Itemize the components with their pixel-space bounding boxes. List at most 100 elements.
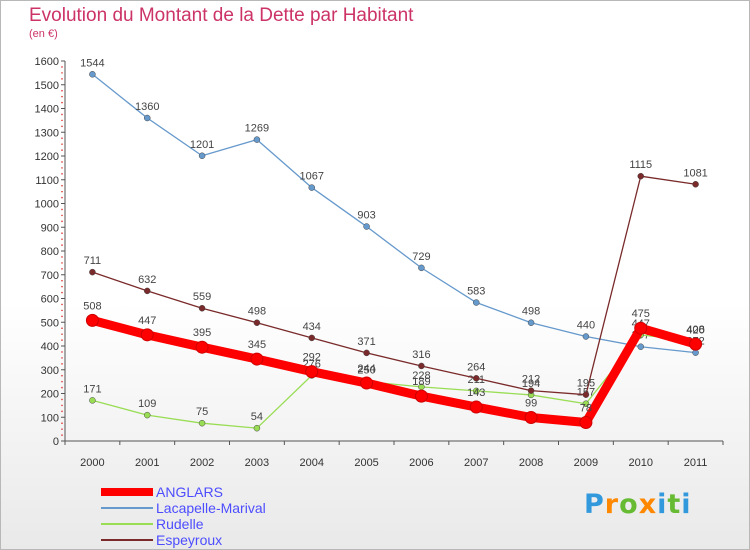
data-label-anglars: 189: [412, 376, 430, 388]
data-label-lacapelle-marival: 1544: [80, 57, 104, 69]
data-label-anglars: 78: [580, 402, 592, 414]
y-tick-label: 1000: [35, 199, 59, 211]
data-label-espeyroux: 711: [84, 255, 102, 267]
data-point-espeyroux: [527, 387, 535, 394]
series-line-anglars: [87, 315, 701, 427]
data-label-espeyroux: 1081: [683, 167, 707, 179]
data-point-lacapelle-marival: [527, 319, 535, 326]
data-point-lacapelle-marival: [89, 71, 96, 78]
x-tick-label: 2011: [684, 457, 708, 469]
data-label-anglars: 345: [248, 339, 266, 351]
data-point-espeyroux: [144, 287, 151, 295]
data-label-espeyroux: 264: [467, 361, 485, 373]
x-tick-label: 2003: [245, 457, 269, 469]
data-point-lacapelle-marival: [253, 136, 261, 143]
x-tick-label: 2000: [80, 457, 104, 469]
y-minor-tick: [61, 173, 63, 175]
y-minor-tick: [61, 238, 63, 240]
proxiti-logo: Proxiti: [584, 489, 692, 520]
series-line-lacapelle-marival: [91, 73, 697, 354]
legend-label: Lacapelle-Marival: [156, 500, 266, 516]
data-label-lacapelle-marival: 1269: [245, 123, 269, 135]
data-label-anglars: 99: [525, 397, 537, 409]
y-minor-tick: [61, 232, 63, 234]
data-label-rudelle: 228: [412, 370, 430, 382]
logo-letter: x: [638, 489, 658, 520]
logo-letter: P: [584, 489, 605, 520]
data-label-espeyroux: 559: [193, 291, 211, 303]
y-tick-label: 1400: [35, 104, 59, 116]
data-point-espeyroux: [637, 172, 644, 180]
y-minor-tick: [61, 184, 63, 187]
data-point-rudelle: [582, 400, 590, 407]
data-point-anglars: [469, 400, 483, 414]
y-tick-label: 100: [41, 412, 59, 424]
data-label-espeyroux: 316: [412, 349, 430, 361]
y-minor-tick: [61, 380, 63, 383]
data-label-anglars: 447: [138, 315, 156, 327]
y-minor-tick: [61, 95, 63, 98]
y-minor-tick: [61, 351, 63, 353]
data-point-anglars: [524, 410, 538, 424]
data-label-lacapelle-marival: 1360: [135, 101, 159, 113]
y-minor-tick: [61, 404, 63, 407]
data-point-espeyroux: [418, 362, 425, 370]
data-label-espeyroux: 195: [577, 378, 595, 390]
logo-letter: i: [681, 489, 692, 520]
y-minor-tick: [61, 256, 63, 258]
y-minor-tick: [61, 220, 63, 223]
y-minor-tick: [61, 279, 63, 282]
legend-label: ANGLARS: [156, 484, 223, 500]
data-point-anglars: [689, 337, 703, 351]
y-tick-label: 800: [41, 246, 59, 258]
data-label-espeyroux: 632: [138, 274, 156, 286]
data-label-lacapelle-marival: 498: [522, 306, 540, 318]
data-label-lacapelle-marival: 1067: [300, 171, 324, 183]
legend-label: Espeyroux: [156, 532, 223, 548]
legend-swatch: [101, 507, 153, 509]
x-tick-label: 2009: [574, 457, 598, 469]
data-point-anglars: [360, 376, 374, 390]
y-minor-tick: [61, 434, 63, 436]
data-label-rudelle: 194: [522, 378, 540, 390]
data-label-lacapelle-marival: 440: [577, 320, 595, 332]
y-minor-tick: [61, 303, 63, 306]
legend-label: Rudelle: [156, 516, 204, 532]
y-minor-tick: [61, 262, 63, 264]
data-label-anglars: 508: [83, 300, 101, 312]
y-tick-label: 1100: [35, 175, 59, 187]
x-tick-label: 2007: [464, 457, 488, 469]
data-point-rudelle: [144, 411, 151, 419]
y-minor-tick: [61, 422, 63, 424]
x-tick-label: 2006: [409, 457, 433, 469]
y-minor-tick: [61, 357, 63, 359]
data-label-lacapelle-marival: 583: [467, 286, 485, 298]
y-minor-tick: [61, 196, 63, 199]
data-label-espeyroux: 1115: [629, 159, 652, 171]
y-minor-tick: [61, 386, 63, 389]
data-point-espeyroux: [473, 375, 480, 382]
y-tick-label: 1200: [35, 151, 59, 163]
y-tick-label: 1500: [35, 80, 59, 92]
data-point-lacapelle-marival: [418, 264, 425, 272]
x-tick-label: 2005: [354, 457, 378, 469]
data-point-lacapelle-marival: [582, 333, 590, 340]
data-label-rudelle: 420: [686, 324, 704, 336]
chart-title: Evolution du Montant de la Dette par Hab…: [29, 5, 414, 26]
data-label-espeyroux: 212: [522, 374, 540, 386]
data-label-rudelle: 54: [251, 411, 263, 423]
data-label-espeyroux: 371: [357, 336, 375, 348]
data-point-espeyroux: [582, 391, 590, 398]
y-minor-tick: [61, 214, 63, 217]
logo-letter: i: [657, 489, 668, 520]
y-minor-tick: [61, 125, 63, 128]
chart-unit-label: (en €): [29, 28, 58, 40]
data-point-espeyroux: [308, 334, 315, 342]
y-tick-label: 900: [41, 222, 59, 234]
data-point-espeyroux: [253, 319, 261, 326]
y-minor-tick: [61, 374, 63, 377]
x-tick-label: 2008: [519, 457, 543, 469]
data-point-espeyroux: [89, 268, 96, 276]
data-point-lacapelle-marival: [308, 184, 315, 191]
